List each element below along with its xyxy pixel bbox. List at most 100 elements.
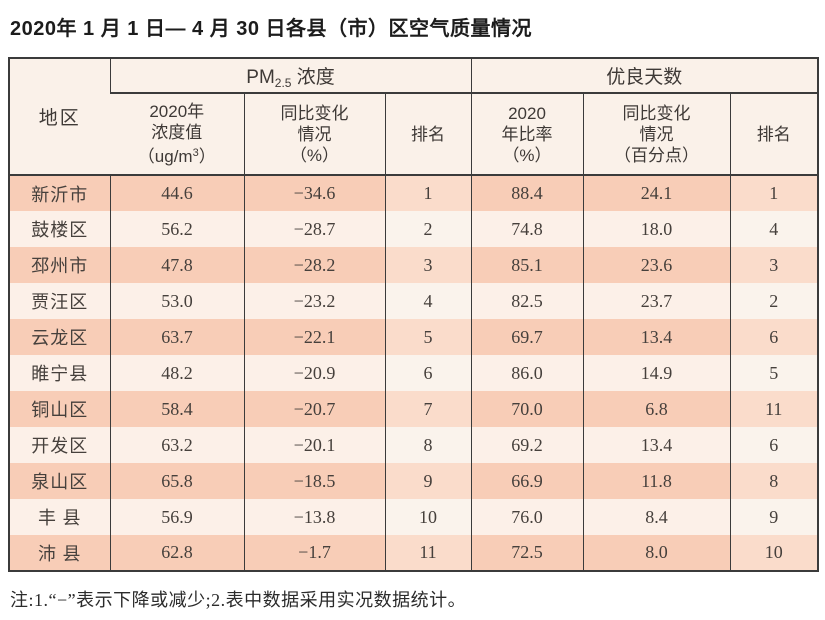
cell-pm25-rank: 3 [384, 247, 471, 283]
col-header-good-rank: 排名 [729, 93, 818, 175]
pm25-value-line1: 2020年 [149, 102, 205, 121]
cell-pm25-rank: 9 [384, 463, 471, 499]
table-row: 鼓楼区 56.2 −28.7 2 74.8 18.0 4 [9, 211, 818, 247]
cell-good-rank: 6 [729, 319, 818, 355]
pm25-change-line3: （%） [289, 145, 340, 165]
cell-pm25-rank: 6 [384, 355, 471, 391]
cell-good-rate: 66.9 [470, 463, 583, 499]
table-row: 丰 县 56.9 −13.8 10 76.0 8.4 9 [9, 499, 818, 535]
cell-region: 泉山区 [9, 463, 110, 499]
cell-good-rate: 86.0 [470, 355, 583, 391]
cell-pm25-change: −20.1 [243, 427, 385, 463]
pm25-value-line3: （ug/m3） [112, 143, 242, 167]
good-rate-line1: 2020 [508, 103, 546, 123]
cell-good-change: 13.4 [582, 319, 730, 355]
cell-good-rate: 88.4 [470, 175, 583, 211]
pm25-change-line2: 情况 [297, 124, 332, 144]
pm25-change-line1: 同比变化 [280, 103, 349, 123]
cell-pm25-rank: 10 [384, 499, 471, 535]
cell-good-rank: 2 [729, 283, 818, 319]
good-change-line3: （百分点） [614, 145, 699, 165]
pm25-unit-open: （ug/m [137, 147, 193, 166]
cell-good-rate: 70.0 [470, 391, 583, 427]
cell-good-rank: 5 [729, 355, 818, 391]
pm25-prefix: PM [246, 66, 275, 88]
table-row: 沛 县 62.8 −1.7 11 72.5 8.0 10 [9, 535, 818, 571]
cell-pm25-change: −22.1 [243, 319, 385, 355]
table-row: 邳州市 47.8 −28.2 3 85.1 23.6 3 [9, 247, 818, 283]
cell-good-change: 14.9 [582, 355, 730, 391]
cell-good-rate: 69.7 [470, 319, 583, 355]
col-header-pm25-rank: 排名 [384, 93, 471, 175]
cell-region: 鼓楼区 [9, 211, 110, 247]
cell-region: 新沂市 [9, 175, 110, 211]
col-header-region: 地区 [9, 58, 110, 175]
pm25-subscript: 2.5 [274, 75, 292, 90]
cell-pm25-change: −13.8 [243, 499, 385, 535]
cell-good-change: 23.7 [582, 283, 730, 319]
header-sub-row: 2020年 浓度值 （ug/m3） 同比变化 情况 （%） 排名 2020 年比… [9, 93, 818, 175]
cell-good-rank: 6 [729, 427, 818, 463]
cell-good-change: 18.0 [582, 211, 730, 247]
cell-good-rank: 3 [729, 247, 818, 283]
col-header-pm25-change: 同比变化 情况 （%） [243, 93, 385, 175]
col-group-pm25: PM2.5 浓度 [109, 58, 471, 94]
air-quality-table: 地区 PM2.5 浓度 优良天数 2020年 浓度值 （ug/m3） 同比变化 … [8, 57, 819, 572]
cell-region: 丰 县 [9, 499, 110, 535]
footnote: 注:1.“−”表示下降或减少;2.表中数据采用实况数据统计。 [10, 590, 467, 610]
col-header-good-rate: 2020 年比率 （%） [470, 93, 583, 175]
table-row: 云龙区 63.7 −22.1 5 69.7 13.4 6 [9, 319, 818, 355]
table-row: 铜山区 58.4 −20.7 7 70.0 6.8 11 [9, 391, 818, 427]
cell-pm25-value: 56.9 [109, 499, 244, 535]
cell-pm25-rank: 7 [384, 391, 471, 427]
col-group-good-days: 优良天数 [470, 58, 818, 94]
cell-pm25-value: 47.8 [109, 247, 244, 283]
table-row: 泉山区 65.8 −18.5 9 66.9 11.8 8 [9, 463, 818, 499]
cell-region: 开发区 [9, 427, 110, 463]
table-row: 贾汪区 53.0 −23.2 4 82.5 23.7 2 [9, 283, 818, 319]
cell-pm25-value: 65.8 [109, 463, 244, 499]
good-change-line2: 情况 [639, 124, 674, 144]
cell-pm25-value: 48.2 [109, 355, 244, 391]
pm25-unit-sup: 3 [192, 147, 199, 159]
pm25-value-line2: 浓度值 [151, 123, 203, 142]
cell-pm25-rank: 2 [384, 211, 471, 247]
cell-good-change: 8.0 [582, 535, 730, 571]
cell-region: 邳州市 [9, 247, 110, 283]
cell-pm25-value: 58.4 [109, 391, 244, 427]
cell-good-rate: 85.1 [470, 247, 583, 283]
cell-region: 睢宁县 [9, 355, 110, 391]
col-header-good-change: 同比变化 情况 （百分点） [582, 93, 730, 175]
cell-region: 铜山区 [9, 391, 110, 427]
cell-good-rank: 4 [729, 211, 818, 247]
good-rate-line3: （%） [502, 145, 552, 165]
cell-pm25-value: 53.0 [109, 283, 244, 319]
cell-pm25-value: 63.2 [109, 427, 244, 463]
cell-region: 贾汪区 [9, 283, 110, 319]
cell-pm25-rank: 4 [384, 283, 471, 319]
cell-good-rate: 69.2 [470, 427, 583, 463]
cell-good-rank: 8 [729, 463, 818, 499]
cell-pm25-change: −34.6 [243, 175, 385, 211]
table-body: 新沂市 44.6 −34.6 1 88.4 24.1 1 鼓楼区 56.2 −28.7 2 74.8 1… [9, 175, 818, 571]
cell-good-rate: 76.0 [470, 499, 583, 535]
good-change-line1: 同比变化 [622, 103, 691, 123]
cell-region: 沛 县 [9, 535, 110, 571]
cell-pm25-value: 56.2 [109, 211, 244, 247]
cell-good-change: 8.4 [582, 499, 730, 535]
table-header: 地区 PM2.5 浓度 优良天数 2020年 浓度值 （ug/m3） 同比变化 … [9, 58, 818, 175]
cell-pm25-change: −18.5 [243, 463, 385, 499]
cell-region: 云龙区 [9, 319, 110, 355]
cell-good-rank: 9 [729, 499, 818, 535]
cell-pm25-value: 44.6 [109, 175, 244, 211]
cell-pm25-change: −28.2 [243, 247, 385, 283]
cell-pm25-change: −20.7 [243, 391, 385, 427]
col-header-pm25-value: 2020年 浓度值 （ug/m3） [110, 93, 244, 175]
cell-good-change: 6.8 [582, 391, 730, 427]
cell-pm25-rank: 11 [384, 535, 471, 571]
cell-good-rate: 72.5 [470, 535, 583, 571]
cell-good-change: 11.8 [582, 463, 730, 499]
cell-pm25-change: −1.7 [243, 535, 385, 571]
cell-good-rank: 1 [729, 175, 818, 211]
